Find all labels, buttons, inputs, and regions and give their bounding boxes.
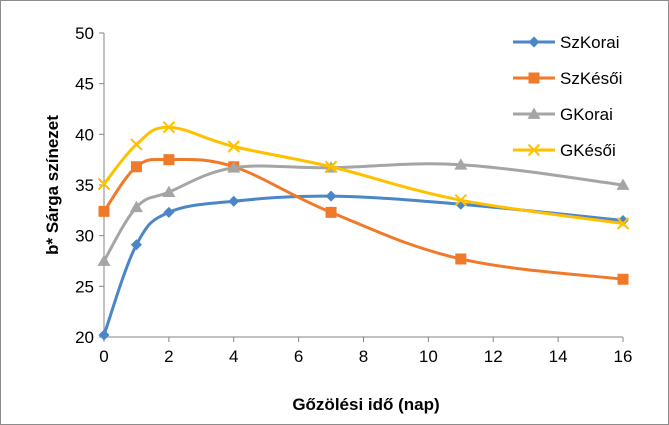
legend-label: SzKorai bbox=[560, 33, 620, 52]
data-point-gkorai bbox=[616, 178, 630, 190]
y-tick-label: 35 bbox=[75, 176, 94, 195]
y-tick-label: 20 bbox=[75, 328, 94, 347]
data-point-gkorai bbox=[227, 161, 241, 173]
data-point-gkorai bbox=[97, 254, 111, 266]
x-tick-label: 16 bbox=[614, 347, 633, 366]
data-point-szkesoi bbox=[455, 253, 467, 265]
data-point-gkesoi-stroke bbox=[130, 138, 143, 151]
series-szkorai bbox=[98, 190, 629, 341]
data-point-gkesoi bbox=[227, 140, 240, 153]
axes: 20 25 30 35 40 45 50 0 2 4 6 8 10 12 14 16 bbox=[75, 24, 632, 366]
data-point-gkesoi-stroke bbox=[616, 217, 630, 230]
y-tick-label: 40 bbox=[75, 125, 94, 144]
data-point-gkesoi bbox=[324, 160, 338, 173]
data-point-gkesoi bbox=[162, 121, 176, 134]
y-tick-label: 50 bbox=[75, 24, 94, 43]
data-point-szkorai bbox=[130, 239, 142, 251]
data-point-gkorai bbox=[129, 200, 143, 213]
data-point-gkesoi bbox=[616, 217, 630, 230]
series-layer bbox=[97, 121, 630, 341]
data-point-szkorai bbox=[163, 206, 175, 218]
x-tick-label: 6 bbox=[294, 347, 303, 366]
y-tick-label: 45 bbox=[75, 75, 94, 94]
y-tick-label: 30 bbox=[75, 227, 94, 246]
y-axis-title: b* Sárga színezet bbox=[43, 115, 62, 255]
data-point-szkorai bbox=[228, 195, 240, 207]
legend-label: SzKésői bbox=[560, 69, 622, 88]
data-point-szkorai bbox=[325, 190, 337, 202]
x-tick-label: 4 bbox=[229, 347, 238, 366]
data-point-gkesoi bbox=[97, 177, 111, 191]
series-line-szkorai bbox=[102, 194, 624, 336]
data-point-gkesoi-stroke bbox=[97, 177, 111, 191]
data-point-gkesoi bbox=[130, 138, 143, 151]
legend-item-szkesoi: SzKésői bbox=[513, 69, 622, 88]
legend-swatch-marker bbox=[528, 72, 540, 84]
series-gkesoi bbox=[97, 121, 630, 230]
data-point-gkesoi-stroke bbox=[227, 140, 240, 153]
legend-swatch-marker bbox=[527, 107, 541, 119]
data-point-gkesoi-stroke bbox=[162, 121, 176, 134]
x-tick-label: 8 bbox=[359, 347, 368, 366]
series-line-gkorai bbox=[102, 162, 624, 262]
data-point-gkesoi bbox=[454, 193, 468, 207]
data-point-gkorai bbox=[454, 158, 468, 170]
x-tick-label: 14 bbox=[549, 347, 568, 366]
data-point-szkesoi bbox=[163, 154, 175, 166]
data-point-gkorai bbox=[162, 185, 176, 197]
legend-item-szkorai: SzKorai bbox=[513, 33, 620, 52]
legend-swatch-marker bbox=[528, 36, 540, 48]
data-point-gkesoi-stroke bbox=[454, 193, 468, 207]
data-point-szkesoi bbox=[325, 206, 337, 218]
x-tick-label: 2 bbox=[164, 347, 173, 366]
data-point-szkesoi bbox=[617, 273, 629, 285]
x-tick-label: 10 bbox=[419, 347, 438, 366]
legend-swatch-marker-stroke bbox=[527, 143, 541, 157]
x-tick-label: 12 bbox=[484, 347, 503, 366]
legend-item-gkesoi: GKésői bbox=[513, 141, 616, 160]
x-tick-label: 0 bbox=[99, 347, 108, 366]
legend: SzKorai SzKésői GKorai GKésői bbox=[513, 33, 622, 160]
data-point-gkesoi-stroke bbox=[324, 160, 338, 173]
legend-item-gkorai: GKorai bbox=[513, 105, 613, 124]
series-line-szkesoi bbox=[102, 157, 624, 281]
legend-swatch-marker bbox=[527, 143, 541, 157]
legend-label: GKésői bbox=[560, 141, 616, 160]
x-axis-title: Gőzölési idő (nap) bbox=[292, 395, 439, 414]
data-point-szkesoi bbox=[98, 205, 110, 217]
y-tick-label: 25 bbox=[75, 277, 94, 296]
legend-label: GKorai bbox=[560, 105, 613, 124]
data-point-szkesoi bbox=[130, 161, 142, 173]
data-point-szkorai bbox=[98, 329, 110, 341]
